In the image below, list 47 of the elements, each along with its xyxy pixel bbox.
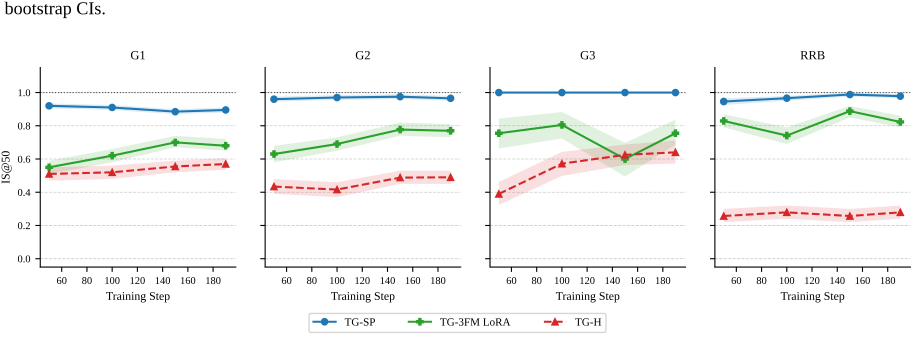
text: bootstrap CIs. (4, 2, 105, 18)
x-tick-label: 120 (130, 277, 145, 284)
x-tick-label: 100 (330, 277, 344, 284)
y-axis-title: IS@50 (2, 151, 12, 184)
x-tick-label: 180 (656, 277, 670, 284)
x-tick-label: 140 (156, 277, 170, 284)
x-tick-label: 80 (307, 277, 317, 284)
x-tick-label: 180 (206, 277, 221, 284)
x-tick-label: 140 (605, 277, 620, 284)
y-tick-label: 0.4 (18, 188, 30, 196)
x-tick-label: 80 (532, 277, 542, 284)
legend-label: TG-SP (344, 318, 375, 326)
x-tick-label: 60 (732, 277, 742, 284)
legend-label: TG-3FM LoRA (440, 318, 510, 326)
chart-title: RRB (800, 51, 825, 60)
x-tick-label: 100 (105, 277, 120, 284)
x-tick-label: 120 (805, 277, 820, 284)
x-tick-label: 160 (180, 277, 196, 284)
x-tick-label: 160 (406, 277, 420, 284)
y-tick-label: 0.2 (18, 222, 30, 230)
x-tick-label: 140 (380, 277, 395, 284)
y-tick-label: 0.6 (18, 156, 30, 163)
x-tick-label: 60 (282, 277, 292, 284)
x-tick-label: 100 (780, 277, 794, 284)
y-tick-label: 0.8 (18, 122, 30, 130)
chart-title: G1 (130, 50, 145, 60)
x-axis-title: Training Step (331, 292, 395, 302)
x-axis-title: Training Step (106, 292, 170, 302)
x-tick-label: 120 (355, 277, 370, 284)
x-tick-label: 120 (580, 277, 595, 284)
chart-title: G3 (580, 50, 595, 60)
x-tick-label: 180 (880, 277, 896, 284)
x-tick-label: 60 (506, 277, 516, 284)
x-axis-title: Training Step (780, 292, 844, 302)
y-tick-label: 1.0 (18, 89, 30, 96)
x-tick-label: 140 (830, 277, 845, 284)
x-tick-label: 80 (756, 277, 766, 284)
x-tick-label: 100 (555, 277, 570, 284)
x-tick-label: 180 (431, 277, 446, 284)
legend-label: TG-H (575, 318, 602, 326)
x-tick-label: 160 (630, 277, 646, 284)
chart-title: G2 (356, 50, 370, 60)
x-tick-label: 60 (56, 277, 67, 284)
x-tick-label: 160 (856, 277, 870, 284)
x-tick-label: 80 (82, 277, 92, 284)
x-axis-title: Training Step (556, 292, 620, 302)
y-tick-label: 0.0 (18, 255, 30, 262)
